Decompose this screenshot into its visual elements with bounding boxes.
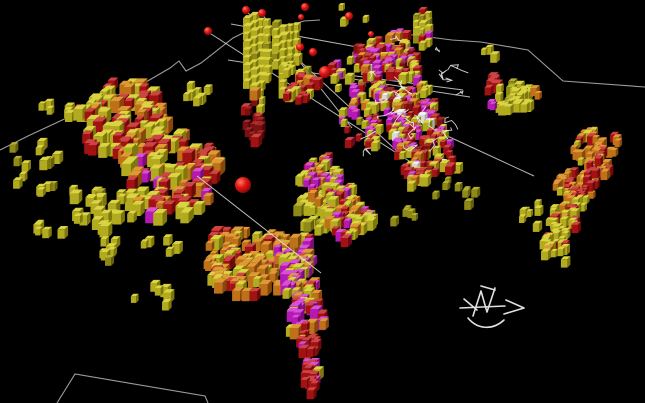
- voxel-cluster-left-main-upper: [73, 77, 174, 164]
- voxel-cluster-bottom-red-column: [296, 321, 324, 400]
- voxel-clusters: [9, 3, 623, 400]
- voxel-cluster-left-main-lower: [120, 128, 226, 226]
- event-marker-sphere: [235, 177, 251, 193]
- event-marker-sphere: [258, 9, 266, 17]
- event-markers: [204, 3, 374, 193]
- voxel-cluster-center-right-dim: [432, 176, 481, 210]
- voxel-cluster-topright-yellow-pair: [481, 44, 500, 63]
- voxel-cluster-band-tail-upper: [295, 152, 378, 248]
- boundary-outline-bottom: [56, 373, 209, 403]
- voxel-cluster-curtain-under-red: [241, 96, 266, 148]
- event-marker-sphere: [296, 43, 304, 51]
- voxel-cluster-central-band-main: [353, 28, 464, 192]
- voxel-cluster-left-fringe-bottom: [99, 234, 183, 266]
- topo-outline-right: [397, 32, 645, 88]
- drillhole-trace: [196, 175, 322, 274]
- voxel-cluster-center-dim-2: [390, 205, 419, 227]
- voxel-cluster-magenta-columns: [272, 232, 329, 340]
- event-marker-sphere: [309, 48, 317, 56]
- voxel-cluster-left-fringe-low: [69, 184, 145, 238]
- event-marker-sphere: [345, 12, 353, 20]
- event-marker-sphere: [368, 31, 374, 37]
- voxel-cluster-orange-pyramid: [203, 226, 304, 302]
- event-marker-sphere: [319, 66, 331, 78]
- fracture-scribbles: [360, 34, 469, 157]
- event-marker-sphere: [242, 6, 250, 14]
- voxel-cluster-right-sparse-left-bits: [519, 199, 544, 232]
- voxel-cluster-band-top-columns: [413, 6, 434, 51]
- voxel-cluster-center-red-blob: [283, 71, 324, 105]
- voxel-cluster-left-sparse-edge: [9, 137, 64, 197]
- voxel-cluster-orange-single-mid: [249, 87, 261, 101]
- voxel-cluster-topright-orange-bit: [530, 85, 542, 100]
- voxel-cluster-small-yellow-left-of-curtain: [183, 80, 213, 107]
- event-marker-sphere: [301, 3, 309, 11]
- voxel-cluster-right-band-yellow: [539, 186, 590, 268]
- drillhole-traces-front: [196, 175, 322, 274]
- event-marker-sphere: [298, 14, 304, 20]
- voxel-cluster-left-sparse-mid: [33, 219, 69, 239]
- voxel-cluster-topright-yellow-blob: [495, 78, 535, 116]
- voxel-cluster-topright-magenta-bit: [487, 99, 497, 111]
- event-marker-sphere: [204, 27, 212, 35]
- north-arrow-icon: [459, 285, 525, 329]
- voxel-cluster-bottom-left-sparse: [130, 279, 175, 311]
